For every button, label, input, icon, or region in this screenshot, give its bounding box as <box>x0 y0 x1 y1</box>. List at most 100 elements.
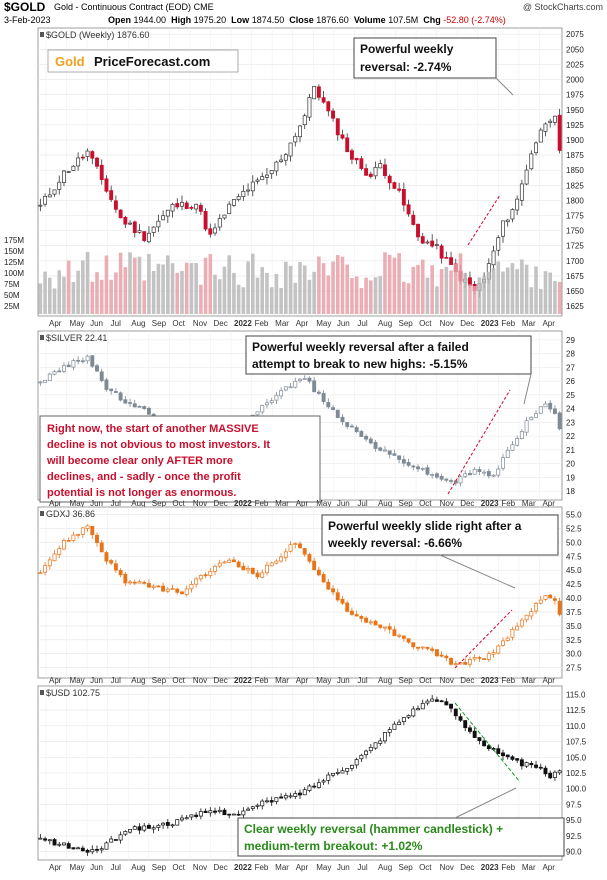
volume-bar <box>477 277 482 314</box>
candle-body <box>194 578 199 585</box>
x-tick-label: Oct <box>419 499 432 508</box>
volume-bar <box>387 254 392 314</box>
candle-body <box>519 759 524 767</box>
candle-body <box>354 427 359 432</box>
candle-body <box>331 588 335 593</box>
x-tick-label: Jul <box>111 863 121 872</box>
candle-body <box>505 219 510 223</box>
candle-body <box>274 797 279 802</box>
x-tick-label: Feb <box>501 863 515 872</box>
candle-body <box>142 825 147 831</box>
candle-body <box>165 822 170 826</box>
candle-body <box>118 392 123 401</box>
y-tick-label: 50.0 <box>566 538 582 547</box>
y-tick-label: 1675 <box>566 272 584 281</box>
candle-body <box>269 400 274 404</box>
candle-body <box>420 703 425 710</box>
volume-bar <box>496 261 501 314</box>
candle-body <box>246 189 251 192</box>
volume-bar <box>392 257 397 314</box>
candle-body <box>170 204 175 212</box>
volume-bar <box>128 252 132 314</box>
candle-body <box>146 824 151 829</box>
candle-body <box>364 617 369 623</box>
volume-bar <box>302 265 307 314</box>
volume-bar <box>265 272 269 314</box>
y-tick-label: 28 <box>566 350 575 359</box>
x-tick-label: Dec <box>460 863 474 872</box>
candle-body <box>411 708 416 717</box>
candle-body <box>411 642 416 648</box>
volume-bar <box>340 256 345 314</box>
x-tick-label: Feb <box>255 676 269 685</box>
candle-body <box>482 471 487 474</box>
candle-body <box>534 413 538 418</box>
candle-body <box>543 123 548 132</box>
x-tick-label: Nov <box>193 863 207 872</box>
volume-bar <box>321 263 326 314</box>
candle-body <box>401 459 406 464</box>
candle-body <box>283 386 288 391</box>
candle-body <box>425 646 430 649</box>
x-tick-label: Dec <box>213 499 227 508</box>
x-tick-label: Sep <box>152 319 167 328</box>
volume-bar <box>52 288 57 314</box>
volume-bar <box>137 256 142 314</box>
candle-body <box>496 748 501 754</box>
volume-bar <box>76 270 80 314</box>
candle-body <box>548 772 553 779</box>
candle-body <box>255 179 260 182</box>
candle-body <box>316 391 321 394</box>
candle-body <box>392 629 397 637</box>
y-tick-label: 115.0 <box>566 690 586 699</box>
volume-bar <box>166 255 170 314</box>
annotation-line: medium-term breakout: +1.02% <box>244 839 423 853</box>
candle-body <box>529 763 534 766</box>
candle-body <box>236 196 241 200</box>
candle-body <box>349 610 354 615</box>
trend-line <box>454 702 521 783</box>
candle-body <box>113 563 118 571</box>
candle-body <box>519 431 524 440</box>
candle-body <box>118 834 123 841</box>
volume-bar <box>435 286 439 314</box>
volume-bar <box>529 287 534 314</box>
candle-body <box>236 561 241 568</box>
x-tick-label: Aug <box>131 863 145 872</box>
candle-body <box>538 599 543 604</box>
candle-body <box>321 392 326 402</box>
volume-bar <box>449 270 453 314</box>
x-tick-label: Aug <box>131 499 145 508</box>
y-tick-label: 112.5 <box>566 706 586 715</box>
candle-body <box>95 157 99 167</box>
volume-bar <box>354 276 359 314</box>
x-tick-label: Apr <box>296 499 309 508</box>
candle-body <box>132 221 137 234</box>
x-tick-label: Feb <box>501 499 515 508</box>
candle-body <box>222 809 227 816</box>
y-tick-label: 27 <box>566 363 575 372</box>
candle-body <box>198 811 203 817</box>
candle-body <box>552 408 557 414</box>
candle-body <box>302 115 307 126</box>
candle-body <box>71 534 76 541</box>
x-tick-label: May <box>316 863 331 872</box>
volume-bar <box>345 264 350 314</box>
candle-body <box>345 137 350 153</box>
x-tick-label: Jul <box>111 676 121 685</box>
candle-body <box>326 101 331 112</box>
x-tick-label: Jun <box>90 319 103 328</box>
x-tick-label: May <box>316 319 331 328</box>
candle-body <box>269 800 274 803</box>
volume-bar <box>199 284 203 314</box>
volume-bar <box>81 260 85 314</box>
candle-body <box>298 792 302 796</box>
candle-body <box>137 581 142 584</box>
candle-body <box>401 189 406 206</box>
watermark-site: PriceForecast.com <box>94 54 210 69</box>
candle-body <box>439 245 444 259</box>
volume-bar <box>453 263 458 314</box>
candle-body <box>298 125 302 138</box>
volume-bar <box>534 266 538 314</box>
candle-body <box>265 174 269 178</box>
